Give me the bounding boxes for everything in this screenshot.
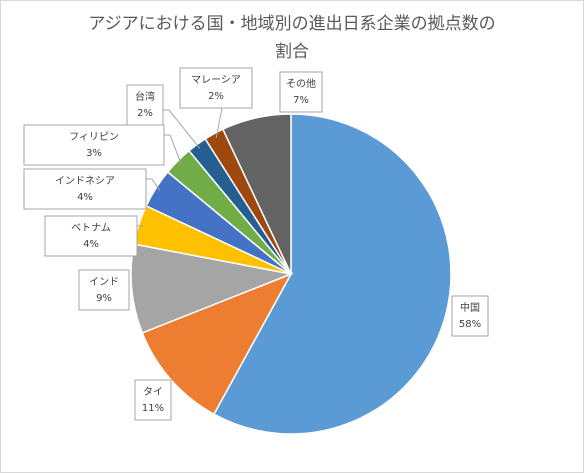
data-label-box-5 [23,168,147,210]
data-label-category-5: インドネシア [55,175,115,187]
data-label-value-7: 2% [137,108,153,119]
data-label-box-2 [134,379,172,421]
data-labels: 中国 58% タイ 11% インド 9% ベトナム 4% インドネシア 4% フィリピン 3% 台湾 2%… [23,67,489,421]
data-label-box-1 [451,295,489,337]
data-label-box-3 [78,269,130,311]
data-label-category-6: フィリピン [69,131,119,143]
data-label-box-7 [126,84,164,126]
leader-line-6 [164,134,182,165]
data-label-category-8: マレーシア [191,75,241,86]
data-label-value-5: 4% [77,192,93,203]
data-label-box-6 [23,124,165,166]
leader-line-7 [163,109,201,149]
data-label-value-2: 11% [142,403,164,414]
data-label-value-1: 58% [459,319,481,330]
data-label-value-6: 3% [86,148,102,159]
data-label-category-9: その他 [286,77,316,90]
data-label-box-9 [279,71,323,113]
pie-slice-1 [212,113,452,435]
data-label-category-3: インド [89,277,119,288]
data-label-value-8: 2% [208,91,224,102]
data-label-category-4: ベトナム [71,222,111,234]
data-label-value-4: 4% [83,239,99,250]
chart-title: アジアにおける国・地域別の進出日系企業の拠点数の 割合 [0,10,584,66]
data-label-category-1: 中国 [460,301,480,314]
data-label-box-4 [44,215,138,257]
data-label-value-3: 9% [96,293,112,304]
data-label-category-2: タイ [143,386,163,398]
data-label-category-7: 台湾 [135,90,155,103]
chart-title-line-2: 割合 [275,42,309,62]
data-label-value-9: 7% [293,95,309,106]
pie-slice-9 [221,113,292,275]
leader-line-5 [146,178,161,192]
chart-title-line-1: アジアにおける国・地域別の進出日系企業の拠点数の [88,14,496,34]
pie-slices [130,113,452,435]
data-label-box-8 [179,67,253,109]
